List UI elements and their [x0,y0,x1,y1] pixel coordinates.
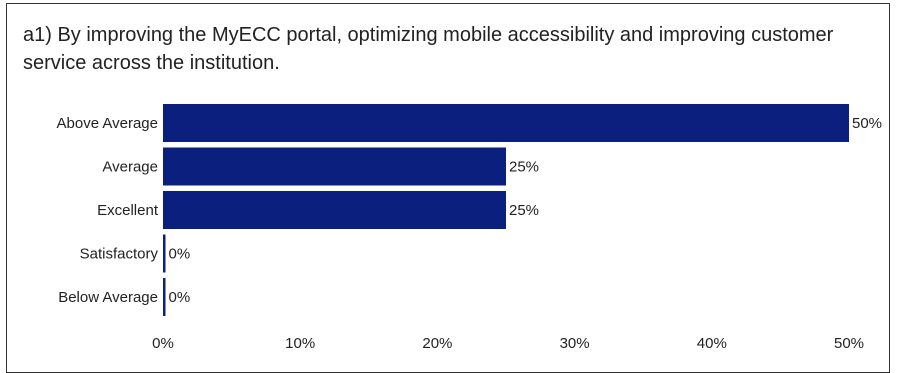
value-label-satisfactory: 0% [169,246,191,263]
x-tick-label: 30% [560,335,590,352]
x-axis-ticks: 0% 10% 20% 30% 40% 50% [152,335,864,352]
value-label-average: 25% [509,159,539,176]
value-labels: 50% 25% 25% 0% 0% [169,115,883,306]
category-label-average: Average [102,159,158,176]
value-label-excellent: 25% [509,202,539,219]
bar-excellent [163,191,506,229]
category-label-excellent: Excellent [97,202,159,219]
value-label-above-average: 50% [852,115,882,132]
category-label-below-average: Below Average [58,289,158,306]
bars-group [163,104,849,316]
x-tick-label: 0% [152,335,174,352]
value-label-below-average: 0% [169,289,191,306]
x-tick-label: 10% [285,335,315,352]
question-title: a1) By improving the MyECC portal, optim… [23,24,834,74]
x-tick-label: 40% [697,335,727,352]
chart-panel: a1) By improving the MyECC portal, optim… [6,3,890,373]
x-tick-label: 20% [422,335,452,352]
bar-below-average [163,278,166,316]
category-label-above-average: Above Average [57,115,158,132]
bar-above-average [163,104,849,142]
bar-average [163,147,506,186]
bar-chart: Above Average Average Excellent Satisfactor… [57,104,883,352]
category-labels: Above Average Average Excellent Satisfactor… [57,115,159,306]
category-label-satisfactory: Satisfactory [80,246,159,263]
x-tick-label: 50% [834,335,864,352]
bar-satisfactory [163,234,166,273]
